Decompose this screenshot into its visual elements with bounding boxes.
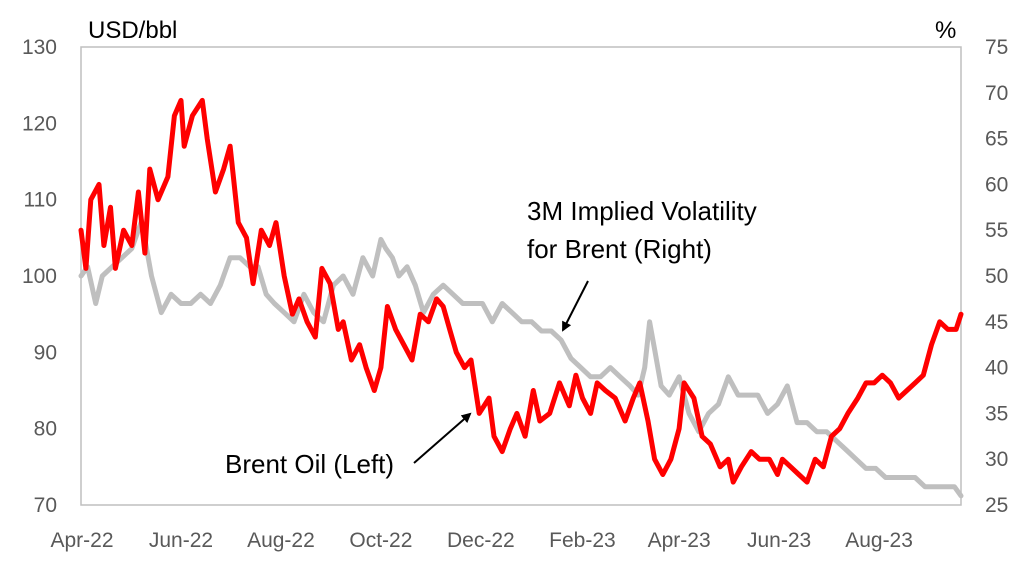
left-tick-label: 90: [34, 341, 57, 364]
x-tick-label: Feb-23: [549, 529, 616, 552]
annotation-brent: Brent Oil (Left): [225, 412, 472, 479]
x-tick-label: Oct-22: [349, 529, 412, 552]
x-tick-label: Dec-22: [447, 529, 515, 552]
right-axis-ticks: 25 30 35 40 45 50 55 60 65 70 75: [985, 36, 1008, 517]
left-tick-label: 100: [22, 265, 57, 288]
series-line-volatility: [78, 218, 964, 499]
x-tick-label: Apr-23: [648, 529, 711, 552]
left-axis-ticks: 70 80 90 100 110 120 130: [22, 36, 57, 517]
right-tick-label: 40: [985, 357, 1008, 380]
right-tick-label: 70: [985, 82, 1008, 105]
right-tick-label: 60: [985, 173, 1008, 196]
x-axis-ticks: Apr-22 Jun-22 Aug-22 Oct-22 Dec-22 Feb-23 Apr-…: [50, 529, 912, 552]
annotation-volatility-line-1: 3M Implied Volatility: [527, 196, 757, 226]
right-tick-label: 50: [985, 265, 1008, 288]
x-tick-label: Aug-22: [247, 529, 315, 552]
right-tick-label: 75: [985, 36, 1008, 59]
annotation-brent-line-1: Brent Oil (Left): [225, 449, 394, 479]
annotation-volatility-arrow: [562, 280, 589, 332]
left-axis-unit: USD/bbl: [88, 17, 177, 44]
annotation-volatility: 3M Implied Volatility for Brent (Right): [527, 196, 757, 332]
left-tick-label: 70: [34, 494, 57, 517]
right-axis-unit: %: [935, 17, 956, 44]
right-tick-label: 45: [985, 311, 1008, 334]
right-tick-label: 30: [985, 448, 1008, 471]
x-tick-label: Jun-22: [149, 529, 213, 552]
right-tick-label: 25: [985, 494, 1008, 517]
annotation-volatility-line-2: for Brent (Right): [527, 234, 712, 264]
right-tick-label: 55: [985, 219, 1008, 242]
x-tick-label: Aug-23: [845, 529, 913, 552]
series-layer: [78, 97, 964, 499]
left-tick-label: 120: [22, 112, 57, 135]
right-tick-label: 65: [985, 128, 1008, 151]
x-tick-label: Apr-22: [50, 529, 113, 552]
x-tick-label: Jun-23: [747, 529, 811, 552]
left-tick-label: 110: [24, 189, 57, 212]
right-tick-label: 35: [985, 402, 1008, 425]
annotation-brent-arrow: [413, 412, 472, 464]
left-tick-label: 80: [34, 418, 57, 441]
left-tick-label: 130: [22, 36, 57, 59]
series-line-brent: [78, 97, 964, 485]
